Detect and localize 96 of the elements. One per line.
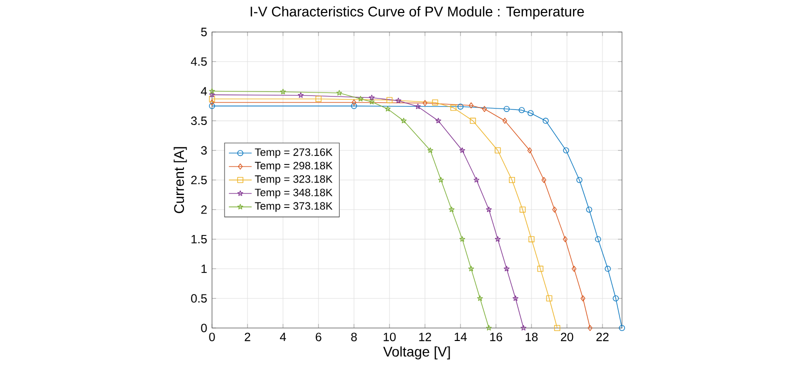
- y-tick-label: 1: [202, 264, 207, 273]
- point: [528, 236, 534, 242]
- legend-label: Temp = 298.18K: [254, 162, 332, 172]
- legend-label: Temp = 373.18K: [254, 202, 332, 212]
- x-tick-label: 10: [384, 332, 396, 342]
- x-tick-label: 16: [490, 332, 502, 342]
- point: [422, 100, 428, 106]
- y-tick-label: 4.5: [190, 57, 207, 66]
- point: [384, 106, 391, 112]
- y-tick-label: 3.5: [191, 116, 207, 126]
- point: [576, 176, 582, 183]
- y-tick-label: 4: [200, 87, 207, 96]
- legend-label: Temp = 348.18K: [254, 188, 332, 198]
- point: [612, 295, 619, 302]
- point: [427, 147, 434, 153]
- x-tick-label: 6: [316, 332, 322, 342]
- point: [395, 98, 402, 104]
- point: [438, 176, 444, 182]
- point: [400, 118, 407, 124]
- point: [537, 266, 544, 272]
- point: [470, 118, 476, 124]
- y-tick-label: 5: [201, 28, 207, 36]
- x-axis-title: Voltage [V]: [383, 346, 450, 360]
- y-tick-label: 0: [201, 324, 207, 332]
- x-tick-label: 0: [209, 332, 215, 342]
- point: [280, 88, 286, 94]
- point: [358, 96, 364, 102]
- y-tick-label: 1.5: [192, 235, 207, 244]
- point: [336, 90, 342, 96]
- point: [520, 324, 526, 330]
- point: [457, 104, 464, 110]
- point: [494, 147, 501, 154]
- point: [504, 266, 510, 272]
- point: [588, 324, 592, 331]
- point: [209, 102, 216, 109]
- y-tick-label: 2: [201, 205, 207, 214]
- y-tick-label: 0.5: [191, 294, 207, 303]
- y-tick-label: 2.5: [191, 176, 207, 184]
- point: [209, 92, 215, 98]
- point: [459, 147, 466, 153]
- x-tick-label: 12: [419, 332, 432, 342]
- point: [502, 118, 508, 124]
- point: [563, 147, 570, 154]
- x-tick-label: 2: [244, 332, 250, 342]
- point: [518, 107, 525, 114]
- x-tick-label: 22: [596, 332, 609, 342]
- point: [486, 206, 492, 212]
- point: [494, 236, 501, 242]
- point: [352, 99, 356, 106]
- point: [468, 102, 474, 108]
- point: [368, 98, 375, 104]
- point: [580, 295, 586, 302]
- point: [595, 236, 602, 242]
- point: [477, 295, 483, 301]
- legend-label: Temp = 323.18K: [254, 175, 332, 185]
- point: [448, 206, 454, 212]
- x-tick-label: 4: [280, 332, 286, 341]
- x-tick-label: 18: [526, 332, 538, 342]
- point: [450, 104, 456, 111]
- y-tick-label: 3: [201, 146, 207, 155]
- point: [527, 147, 532, 154]
- point: [552, 206, 557, 213]
- point: [432, 99, 438, 106]
- point: [298, 92, 304, 98]
- x-tick-label: 20: [560, 332, 574, 342]
- point: [415, 104, 421, 110]
- point: [542, 176, 546, 183]
- point: [618, 324, 625, 331]
- point: [486, 324, 492, 330]
- point: [504, 106, 510, 112]
- point: [482, 106, 487, 112]
- point: [562, 236, 568, 242]
- point: [474, 176, 480, 182]
- point: [459, 236, 466, 242]
- point: [520, 206, 526, 213]
- point: [604, 266, 611, 272]
- point: [368, 94, 375, 100]
- point: [468, 266, 474, 272]
- y-axis-title: Current [A]: [174, 147, 187, 214]
- point: [386, 97, 392, 104]
- point: [508, 176, 515, 183]
- point: [586, 206, 592, 213]
- point: [542, 118, 549, 124]
- point: [572, 266, 576, 272]
- point: [512, 295, 518, 301]
- point: [554, 324, 560, 331]
- point: [350, 102, 357, 109]
- chart-title: I-V Characteristics Curve of PV Module : Temperature: [250, 6, 584, 20]
- point: [528, 110, 534, 116]
- legend-label: Temp = 273.16K: [254, 148, 332, 158]
- point: [316, 96, 322, 102]
- x-tick-label: 8: [351, 332, 357, 342]
- point: [546, 295, 552, 302]
- point: [209, 96, 216, 102]
- point: [435, 118, 442, 124]
- x-tick-label: 14: [454, 332, 467, 341]
